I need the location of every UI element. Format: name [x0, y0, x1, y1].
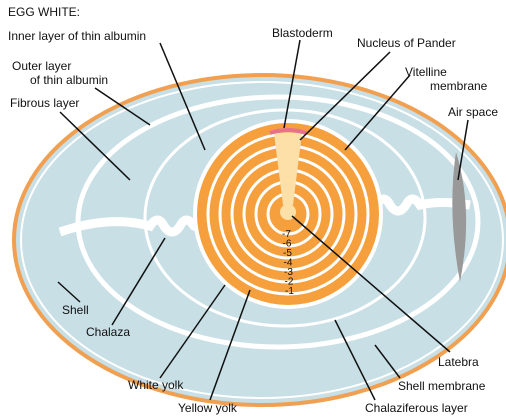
label: Shell [62, 303, 89, 317]
label: membrane [430, 79, 488, 93]
label: Chalaziferous layer [365, 401, 468, 415]
label: Outer layer [12, 59, 71, 73]
label: Vitelline [405, 65, 447, 79]
label: Blastoderm [272, 26, 333, 40]
egg-diagram: EGG WHITE: Inner layer of thin albumin Out… [0, 0, 506, 417]
label: Chalaza [86, 325, 130, 339]
title: EGG WHITE: [8, 5, 80, 19]
label: Yellow yolk [178, 401, 238, 415]
label: White yolk [128, 378, 184, 392]
label: of thin albumin [30, 73, 108, 87]
label: Shell membrane [398, 379, 486, 393]
label: Latebra [438, 355, 479, 369]
label: Air space [448, 105, 498, 119]
label: Fibrous layer [10, 96, 79, 110]
yolk-layer-number: -1 [285, 286, 294, 297]
label: Nucleus of Pander [357, 36, 456, 50]
label: Inner layer of thin albumin [8, 29, 146, 43]
